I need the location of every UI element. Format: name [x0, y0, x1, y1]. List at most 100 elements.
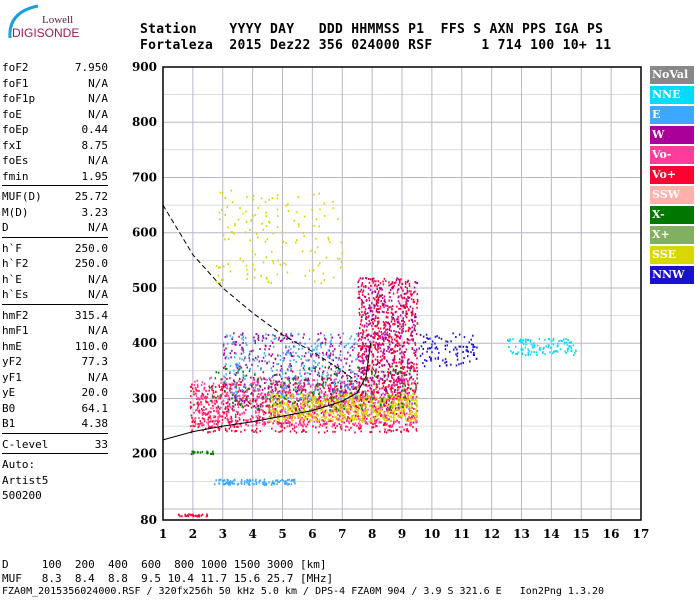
legend-item-e: E: [650, 106, 694, 124]
data-point: [389, 396, 391, 399]
data-point: [278, 336, 281, 339]
data-point: [185, 515, 188, 518]
data-point: [332, 430, 334, 433]
data-point: [347, 403, 349, 406]
data-point: [392, 405, 394, 407]
data-point: [341, 392, 344, 395]
data-point: [374, 317, 377, 320]
data-point: [289, 389, 291, 392]
data-point: [299, 402, 302, 405]
data-point: [259, 408, 261, 411]
data-point: [320, 412, 323, 415]
data-point: [230, 417, 233, 420]
data-point: [552, 343, 554, 346]
data-point: [296, 239, 298, 242]
data-point: [381, 310, 384, 313]
data-point: [193, 411, 195, 414]
data-point: [434, 342, 436, 345]
y-tick-label: 200: [132, 447, 157, 461]
data-point: [267, 394, 269, 397]
data-point: [373, 318, 375, 321]
data-point: [362, 313, 364, 316]
data-point: [327, 367, 330, 370]
data-point: [380, 403, 382, 406]
data-point: [312, 400, 314, 403]
data-point: [225, 410, 228, 413]
data-point: [413, 407, 415, 410]
data-point: [304, 398, 307, 401]
data-point: [403, 296, 405, 299]
data-point: [387, 368, 390, 371]
x-tick-label: 3: [219, 527, 227, 541]
data-point: [406, 404, 409, 407]
data-point: [307, 377, 309, 380]
data-point: [378, 380, 380, 383]
data-point: [408, 290, 411, 293]
data-point: [276, 479, 278, 482]
data-point: [338, 399, 340, 402]
data-point: [268, 220, 270, 223]
data-point: [279, 263, 281, 266]
data-point: [528, 349, 530, 352]
data-point: [407, 386, 410, 389]
data-point: [304, 342, 306, 345]
data-point: [410, 410, 412, 413]
data-point: [357, 334, 360, 337]
data-point: [270, 386, 272, 389]
data-point: [201, 422, 204, 425]
data-point: [408, 413, 410, 416]
data-point: [242, 347, 244, 350]
data-point: [200, 384, 203, 387]
data-point: [360, 427, 362, 430]
data-point: [361, 277, 363, 280]
data-point: [351, 360, 353, 363]
data-point: [229, 417, 232, 420]
data-point: [307, 351, 310, 354]
data-point: [275, 403, 278, 406]
data-point: [330, 411, 332, 414]
data-point: [234, 395, 236, 398]
data-point: [366, 422, 369, 425]
param-name: foEp: [2, 123, 29, 136]
data-point: [341, 413, 343, 416]
data-point: [340, 390, 343, 393]
data-point: [318, 225, 321, 228]
data-point: [416, 377, 418, 380]
data-point: [349, 354, 351, 357]
data-point: [392, 323, 394, 326]
data-point: [415, 333, 418, 336]
data-point: [365, 334, 368, 337]
data-point: [356, 373, 358, 376]
data-point: [316, 413, 318, 416]
data-point: [359, 277, 361, 280]
param-name: B1: [2, 417, 16, 430]
data-point: [316, 352, 318, 355]
data-point: [265, 333, 267, 336]
data-point: [231, 338, 233, 340]
data-point: [373, 303, 375, 306]
data-point: [245, 374, 248, 377]
data-point: [357, 281, 359, 284]
param-row: D N/A: [2, 220, 108, 236]
data-point: [472, 348, 474, 351]
data-point: [525, 354, 527, 357]
data-point: [313, 417, 316, 419]
data-point: [361, 347, 363, 350]
data-point: [211, 401, 214, 404]
data-point: [328, 410, 331, 413]
data-point: [230, 388, 233, 390]
data-point: [397, 389, 399, 392]
data-point: [374, 344, 376, 347]
data-point: [361, 282, 364, 285]
data-point: [354, 405, 356, 408]
data-point: [356, 397, 358, 400]
data-point: [297, 381, 300, 384]
data-point: [408, 362, 411, 365]
data-point: [272, 482, 275, 484]
data-point: [310, 249, 312, 252]
data-point: [561, 339, 563, 342]
data-point: [302, 401, 304, 404]
x-tick-label: 15: [573, 527, 590, 541]
data-point: [391, 390, 393, 393]
data-point: [401, 407, 404, 410]
